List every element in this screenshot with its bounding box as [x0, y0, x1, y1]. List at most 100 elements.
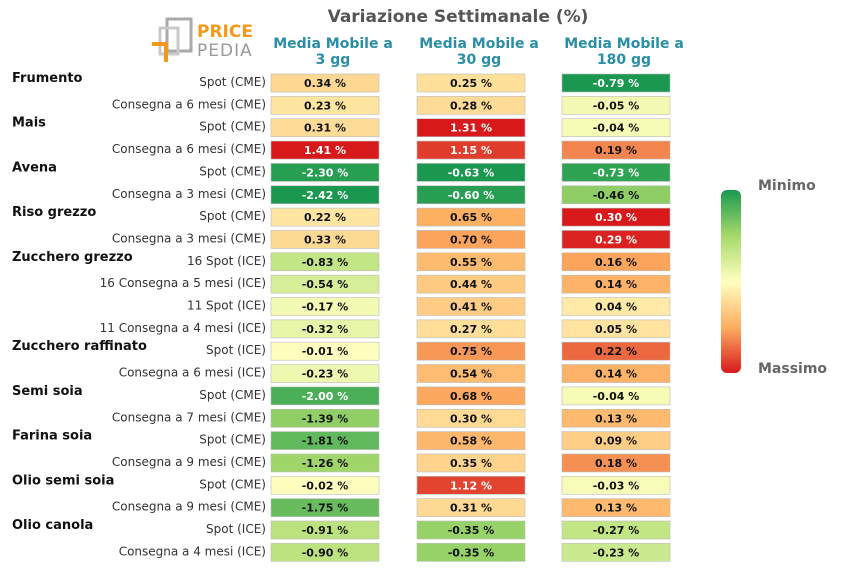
- heatmap-cell: [270, 453, 380, 473]
- heatmap-cell: [416, 185, 526, 205]
- cell-value-label: 0.28 %: [450, 99, 492, 112]
- cell-value-label: -0.27 %: [593, 524, 640, 537]
- cell-value-label: -1.81 %: [302, 435, 349, 448]
- heatmap-cell: [270, 96, 380, 115]
- heatmap-cell: [416, 140, 526, 160]
- heatmap-row: Avena Spot (CME) -2.30 % -0.63 % -0.73 %: [12, 160, 671, 182]
- heatmap-row: Consegna a 7 mesi (CME) -1.39 % 0.30 % 0.13…: [112, 408, 671, 428]
- column-header-line2: 180 gg: [597, 52, 651, 68]
- heatmap-cell: [561, 96, 671, 115]
- cell-value-label: -0.35 %: [448, 546, 495, 559]
- heatmap-row: Olio semi soia Spot (CME) -0.02 % 1.12 % -0.…: [12, 473, 671, 495]
- heatmap-cell: [561, 408, 671, 428]
- heatmap-cell: [416, 341, 526, 361]
- heatmap-cell: [270, 274, 380, 294]
- row-label: Spot (CME): [199, 75, 266, 89]
- category-label: Mais: [12, 116, 46, 131]
- cell-value-label: 1.31 %: [450, 122, 492, 135]
- heatmap-cell: [270, 319, 380, 339]
- row-label: Spot (CME): [199, 477, 266, 491]
- cell-value-label: -0.35 %: [448, 524, 495, 537]
- category-label: Olio semi soia: [12, 473, 114, 488]
- cell-value-label: -2.00 %: [302, 390, 349, 403]
- cell-value-label: 0.23 %: [304, 99, 346, 112]
- row-label: Spot (CME): [199, 388, 266, 402]
- heatmap-cell: [416, 207, 526, 227]
- cell-value-label: -0.54 %: [302, 278, 349, 291]
- cell-value-label: 0.04 %: [595, 301, 637, 314]
- row-label: 16 Consegna a 5 mesi (ICE): [100, 276, 266, 290]
- category-label: Semi soia: [12, 384, 83, 399]
- row-label: Spot (CME): [199, 164, 266, 178]
- cell-value-label: 1.41 %: [304, 144, 346, 157]
- cell-value-label: -0.01 %: [302, 345, 349, 358]
- heatmap-cell: [270, 252, 380, 272]
- heatmap-cell: [561, 230, 671, 249]
- heatmap-cell: [561, 341, 671, 361]
- heatmap-cell: [561, 297, 671, 316]
- heatmap-cell: [561, 163, 671, 182]
- heatmap-cell: [270, 431, 380, 450]
- cell-value-label: -0.90 %: [302, 546, 349, 559]
- heatmap-cell: [561, 386, 671, 406]
- cell-value-label: 0.65 %: [450, 211, 492, 224]
- heatmap-cell: [270, 230, 380, 249]
- heatmap-cell: [270, 408, 380, 428]
- cell-value-label: -0.73 %: [593, 166, 640, 179]
- cell-value-label: -2.30 %: [302, 166, 349, 179]
- cell-value-label: 0.41 %: [450, 301, 492, 314]
- heatmap-cell: [270, 163, 380, 182]
- heatmap-cell: [561, 431, 671, 450]
- cell-value-label: -0.04 %: [593, 390, 640, 403]
- category-label: Riso grezzo: [12, 205, 96, 220]
- chart-title: Variazione Settimanale (%): [328, 7, 589, 27]
- cell-value-label: 0.19 %: [595, 144, 637, 157]
- cell-value-label: -2.42 %: [302, 189, 349, 202]
- heatmap-row: Semi soia Spot (CME) -2.00 % 0.68 % -0.04 %: [12, 384, 671, 406]
- heatmap-row: Consegna a 6 mesi (ICE) -0.23 % 0.54 % 0.14…: [119, 364, 671, 383]
- row-label: Consegna a 9 mesi (CME): [112, 455, 266, 469]
- cell-value-label: 0.25 %: [450, 77, 492, 90]
- cell-value-label: 1.12 %: [450, 479, 492, 492]
- heatmap-row: 11 Consegna a 4 mesi (ICE) -0.32 % 0.27 % 0…: [100, 319, 671, 339]
- heatmap-cell: [416, 230, 526, 249]
- heatmap-cell: [561, 319, 671, 339]
- row-label: Consegna a 9 mesi (CME): [112, 500, 266, 514]
- heatmap-cell: [270, 297, 380, 316]
- row-label: 11 Consegna a 4 mesi (ICE): [100, 321, 266, 335]
- heatmap-cell: [416, 319, 526, 339]
- cell-value-label: 0.44 %: [450, 278, 492, 291]
- heatmap-cell: [270, 364, 380, 383]
- heatmap-row: Zucchero raffinato Spot (ICE) -0.01 % 0.75 …: [12, 339, 671, 361]
- heatmap-row: Consegna a 9 mesi (CME) -1.26 % 0.35 % 0.18…: [112, 453, 671, 473]
- heatmap-cell: [270, 341, 380, 361]
- heatmap-row: Zucchero grezzo 16 Spot (ICE) -0.83 % 0.55 …: [12, 250, 671, 272]
- row-label: Consegna a 7 mesi (CME): [112, 410, 266, 424]
- category-label: Avena: [12, 160, 57, 175]
- row-label: Consegna a 4 mesi (ICE): [119, 544, 266, 558]
- column-header-line1: Media Mobile a: [273, 36, 393, 52]
- logo-mark-mid: [158, 26, 180, 56]
- cell-value-label: 0.68 %: [450, 390, 492, 403]
- heatmap-cell: [270, 543, 380, 562]
- cell-value-label: -0.63 %: [448, 166, 495, 179]
- cell-value-label: -0.05 %: [593, 99, 640, 112]
- heatmap-cell: [416, 297, 526, 316]
- cell-value-label: 0.55 %: [450, 256, 492, 269]
- column-header-line2: 3 gg: [316, 52, 351, 68]
- row-label: Spot (CME): [199, 433, 266, 447]
- logo-text-pedia: PEDIA: [197, 41, 253, 61]
- cell-value-label: 0.34 %: [304, 77, 346, 90]
- heatmap-row: Consegna a 9 mesi (CME) -1.75 % 0.31 % 0.13…: [112, 498, 671, 517]
- heatmap-row: Consegna a 4 mesi (ICE) -0.90 % -0.35 % -0.…: [119, 543, 671, 562]
- heatmap-row: Frumento Spot (CME) 0.34 % 0.25 % -0.79 %: [12, 71, 671, 93]
- heatmap-cell: [270, 118, 380, 137]
- column-header-line2: 30 gg: [457, 52, 501, 68]
- category-label: Zucchero grezzo: [12, 250, 133, 265]
- heatmap-cell: [561, 274, 671, 294]
- cell-value-label: -0.03 %: [593, 479, 640, 492]
- heatmap-cell: [270, 498, 380, 517]
- cell-value-label: -0.91 %: [302, 524, 349, 537]
- row-label: 16 Spot (ICE): [187, 254, 266, 268]
- cell-value-label: -0.46 %: [593, 189, 640, 202]
